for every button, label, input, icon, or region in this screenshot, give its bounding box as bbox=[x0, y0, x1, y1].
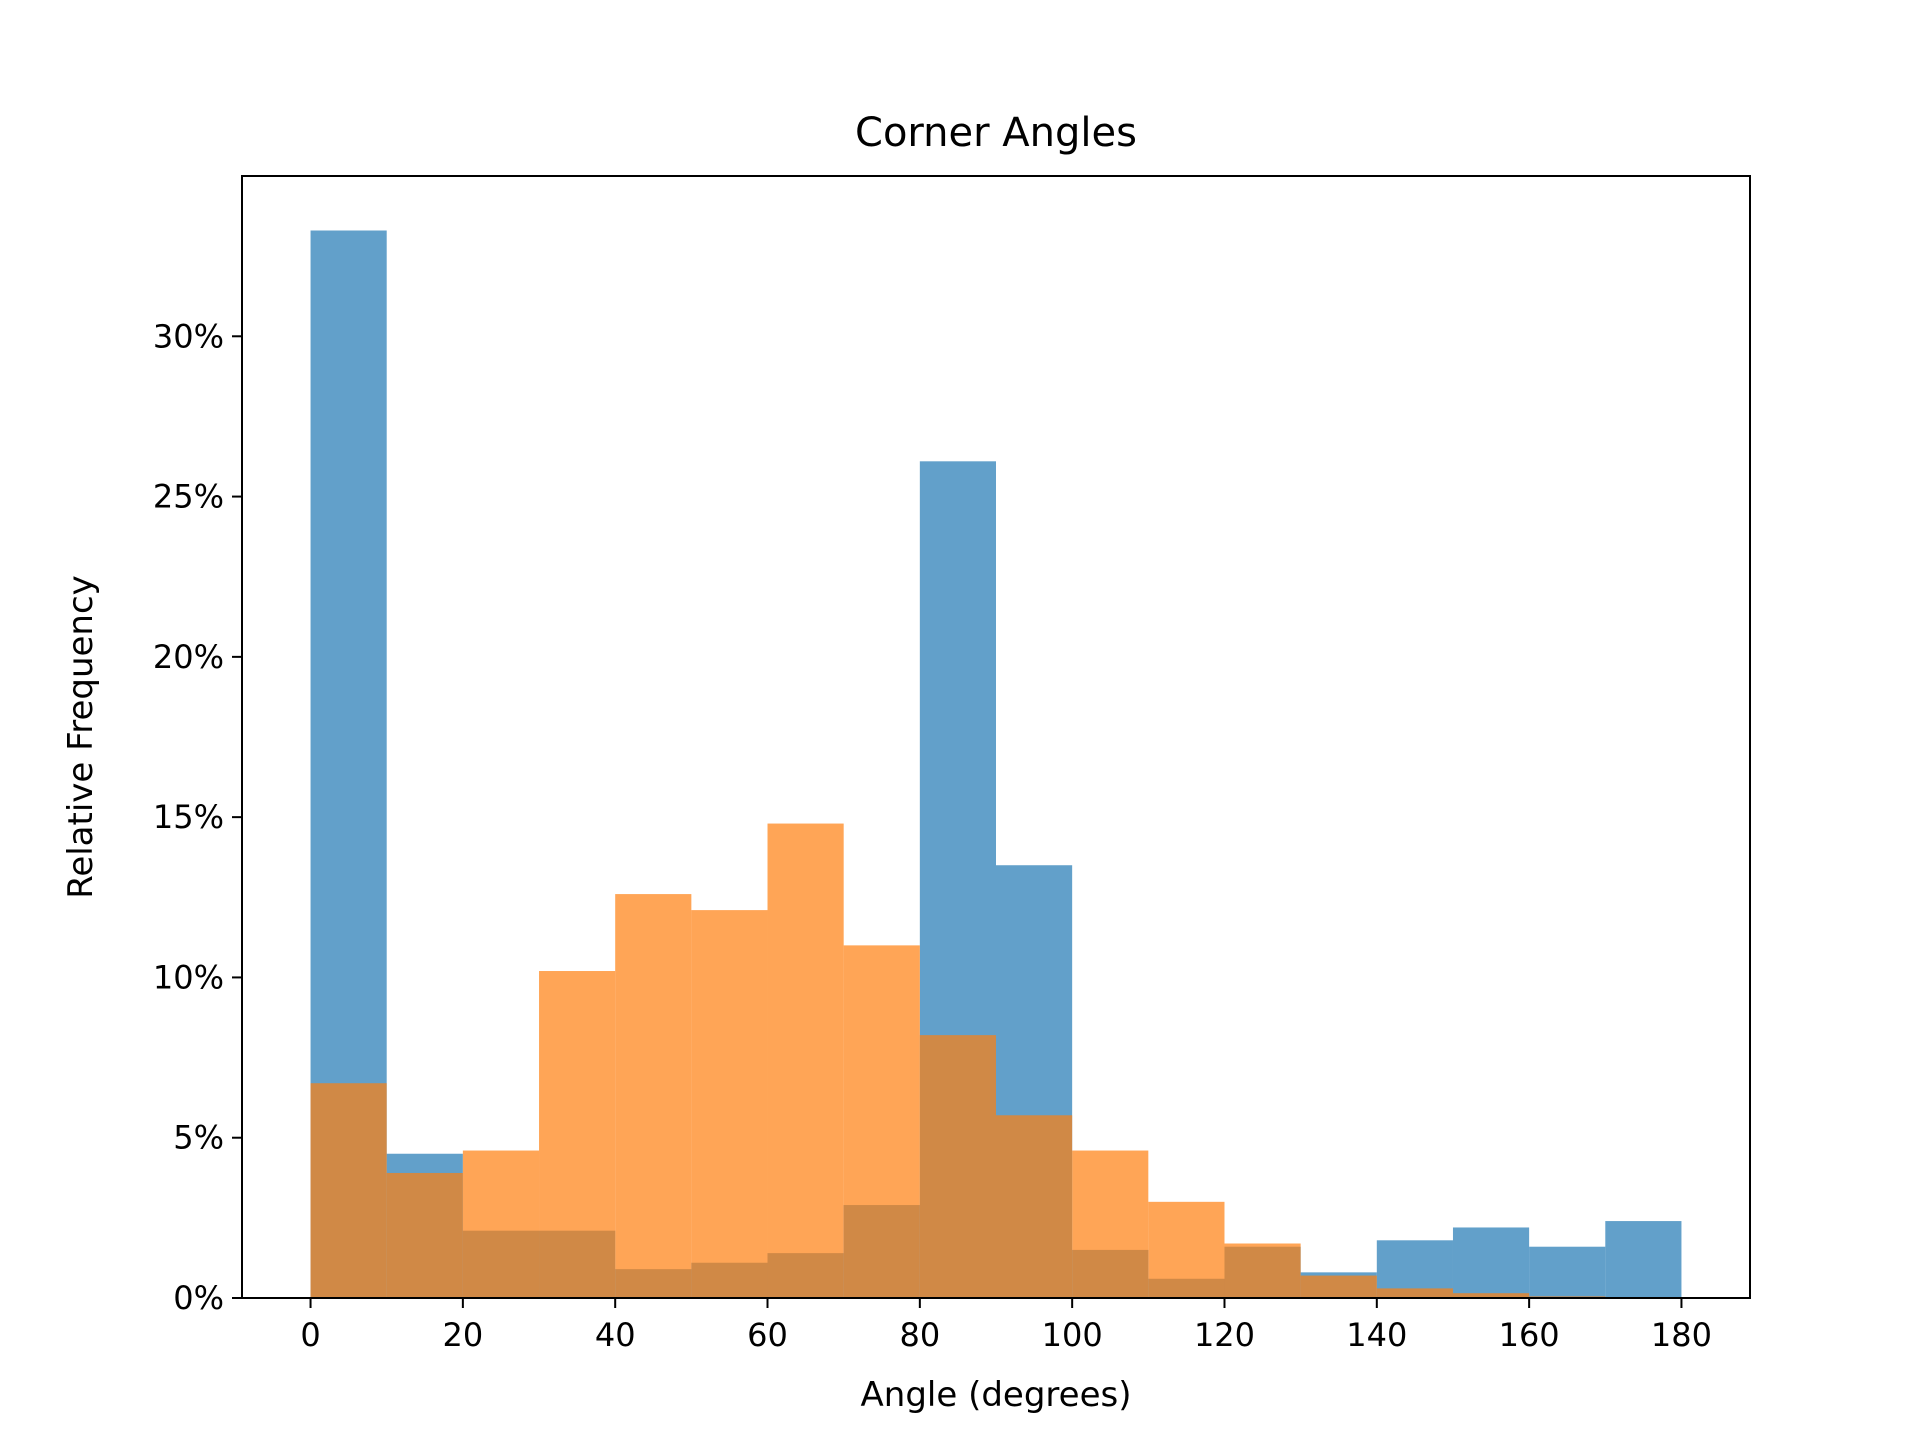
chart-title: Corner Angles bbox=[855, 110, 1137, 156]
y-axis-label: Relative Frequency bbox=[61, 575, 101, 899]
x-axis-label: Angle (degrees) bbox=[861, 1375, 1132, 1415]
bar-series-2-bin-6 bbox=[767, 823, 844, 1298]
y-tick-label: 30% bbox=[153, 317, 224, 355]
x-axis-ticks: 0 20 40 60 80 100 120 140 160 180 bbox=[300, 1298, 1712, 1354]
x-tick-label: 140 bbox=[1346, 1316, 1407, 1354]
y-axis-ticks: 0% 5% 10% 15% 20% 25% 30% bbox=[153, 317, 242, 1317]
bar-series-2-bin-7 bbox=[843, 945, 920, 1298]
bar-series-2-bin-12 bbox=[1224, 1243, 1301, 1298]
x-tick-label: 80 bbox=[899, 1316, 940, 1354]
x-tick-label: 100 bbox=[1042, 1316, 1103, 1354]
bar-series-1-bin-15 bbox=[1452, 1227, 1530, 1298]
bar-series-2-bin-11 bbox=[1148, 1201, 1225, 1298]
bars-group bbox=[310, 230, 1682, 1298]
x-tick-label: 180 bbox=[1651, 1316, 1712, 1354]
bar-series-2-bin-10 bbox=[1072, 1150, 1149, 1298]
x-tick-label: 0 bbox=[300, 1316, 320, 1354]
axes-frame bbox=[241, 175, 1751, 1299]
x-tick-label: 40 bbox=[595, 1316, 636, 1354]
bar-series-1-bin-16 bbox=[1529, 1246, 1606, 1298]
y-tick-label: 10% bbox=[153, 958, 224, 996]
bar-series-2-bin-13 bbox=[1300, 1275, 1377, 1298]
bar-series-2-bin-1 bbox=[386, 1172, 463, 1298]
bar-series-2-bin-8 bbox=[919, 1035, 996, 1298]
x-tick-label: 20 bbox=[443, 1316, 484, 1354]
bar-series-2-bin-0 bbox=[310, 1083, 387, 1298]
bar-series-2-bin-5 bbox=[691, 910, 768, 1298]
bar-series-2-bin-9 bbox=[996, 1115, 1073, 1298]
bar-series-2-bin-15 bbox=[1452, 1293, 1530, 1298]
y-tick-label: 25% bbox=[153, 478, 224, 516]
x-tick-label: 60 bbox=[747, 1316, 788, 1354]
y-tick-label: 0% bbox=[173, 1279, 224, 1317]
bar-series-2-bin-2 bbox=[462, 1150, 540, 1298]
y-tick-label: 20% bbox=[153, 638, 224, 676]
bar-series-2-bin-4 bbox=[615, 894, 692, 1298]
bar-series-2-bin-14 bbox=[1376, 1288, 1453, 1298]
bar-series-1-bin-17 bbox=[1605, 1221, 1682, 1298]
y-tick-label: 5% bbox=[173, 1119, 224, 1157]
x-tick-label: 120 bbox=[1194, 1316, 1255, 1354]
bar-series-2-bin-3 bbox=[539, 971, 616, 1298]
x-tick-label: 160 bbox=[1499, 1316, 1560, 1354]
y-tick-label: 15% bbox=[153, 798, 224, 836]
